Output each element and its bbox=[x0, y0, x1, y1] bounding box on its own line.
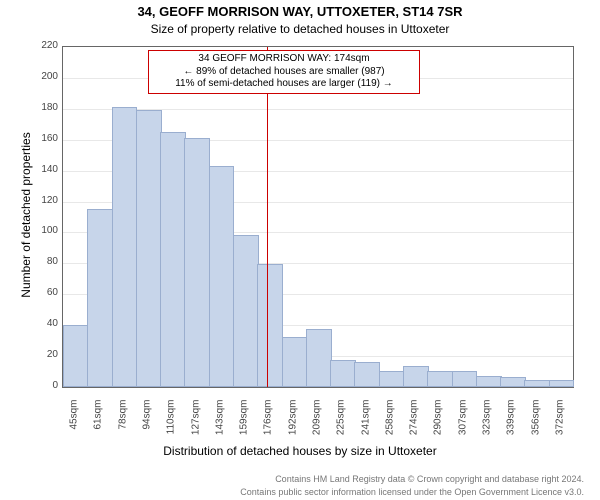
x-tick-label: 61sqm bbox=[93, 400, 104, 450]
x-tick-label: 127sqm bbox=[190, 400, 201, 450]
y-tick-label: 180 bbox=[28, 102, 58, 113]
page-subtitle: Size of property relative to detached ho… bbox=[0, 22, 600, 36]
reference-line bbox=[267, 47, 268, 387]
histogram-bar bbox=[184, 138, 210, 387]
page-title: 34, GEOFF MORRISON WAY, UTTOXETER, ST14 … bbox=[0, 4, 600, 19]
histogram-bar bbox=[524, 380, 550, 387]
histogram-bar bbox=[306, 329, 332, 387]
histogram-bar bbox=[452, 371, 478, 387]
x-tick-label: 192sqm bbox=[287, 400, 298, 450]
histogram-bar bbox=[500, 377, 526, 387]
histogram-bar bbox=[160, 132, 186, 387]
x-tick-label: 323sqm bbox=[482, 400, 493, 450]
y-tick-label: 40 bbox=[28, 318, 58, 329]
histogram-bar bbox=[63, 325, 89, 387]
x-tick-label: 241sqm bbox=[360, 400, 371, 450]
histogram-bar bbox=[282, 337, 308, 387]
histogram-bar bbox=[549, 380, 575, 387]
x-tick-label: 45sqm bbox=[69, 400, 80, 450]
x-tick-label: 110sqm bbox=[166, 400, 177, 450]
footer-line2: Contains public sector information licen… bbox=[240, 487, 584, 497]
x-tick-label: 307sqm bbox=[457, 400, 468, 450]
x-tick-label: 209sqm bbox=[312, 400, 323, 450]
annotation-box: 34 GEOFF MORRISON WAY: 174sqm ← 89% of d… bbox=[148, 50, 420, 94]
x-tick-label: 356sqm bbox=[530, 400, 541, 450]
y-tick-label: 120 bbox=[28, 195, 58, 206]
y-tick-label: 20 bbox=[28, 349, 58, 360]
histogram-bar bbox=[209, 166, 235, 387]
histogram-bar bbox=[233, 235, 259, 387]
histogram-bar bbox=[427, 371, 453, 387]
x-tick-label: 290sqm bbox=[433, 400, 444, 450]
histogram-bar bbox=[136, 110, 162, 387]
histogram-plot-area bbox=[62, 46, 574, 388]
x-tick-label: 258sqm bbox=[384, 400, 395, 450]
annotation-line1: 34 GEOFF MORRISON WAY: 174sqm bbox=[155, 53, 413, 66]
x-tick-label: 78sqm bbox=[117, 400, 128, 450]
histogram-bar bbox=[379, 371, 405, 387]
y-axis-label: Number of detached properties bbox=[19, 45, 33, 385]
x-tick-label: 143sqm bbox=[214, 400, 225, 450]
annotation-line2: ← 89% of detached houses are smaller (98… bbox=[155, 66, 413, 79]
y-tick-label: 80 bbox=[28, 256, 58, 267]
histogram-bar bbox=[476, 376, 502, 387]
y-tick-label: 0 bbox=[28, 380, 58, 391]
x-tick-label: 372sqm bbox=[554, 400, 565, 450]
histogram-bar bbox=[257, 264, 283, 387]
y-tick-label: 160 bbox=[28, 133, 58, 144]
histogram-bar bbox=[354, 362, 380, 387]
histogram-bar bbox=[330, 360, 356, 387]
y-tick-label: 140 bbox=[28, 164, 58, 175]
y-tick-label: 220 bbox=[28, 40, 58, 51]
footer-line1: Contains HM Land Registry data © Crown c… bbox=[275, 474, 584, 484]
x-tick-label: 225sqm bbox=[336, 400, 347, 450]
annotation-line3: 11% of semi-detached houses are larger (… bbox=[155, 78, 413, 91]
histogram-bar bbox=[87, 209, 113, 387]
histogram-bar bbox=[112, 107, 138, 387]
x-tick-label: 159sqm bbox=[239, 400, 250, 450]
x-tick-label: 339sqm bbox=[506, 400, 517, 450]
histogram-bar bbox=[403, 366, 429, 387]
x-tick-label: 176sqm bbox=[263, 400, 274, 450]
x-tick-label: 94sqm bbox=[142, 400, 153, 450]
x-tick-label: 274sqm bbox=[409, 400, 420, 450]
y-tick-label: 100 bbox=[28, 225, 58, 236]
y-tick-label: 200 bbox=[28, 71, 58, 82]
y-tick-label: 60 bbox=[28, 287, 58, 298]
